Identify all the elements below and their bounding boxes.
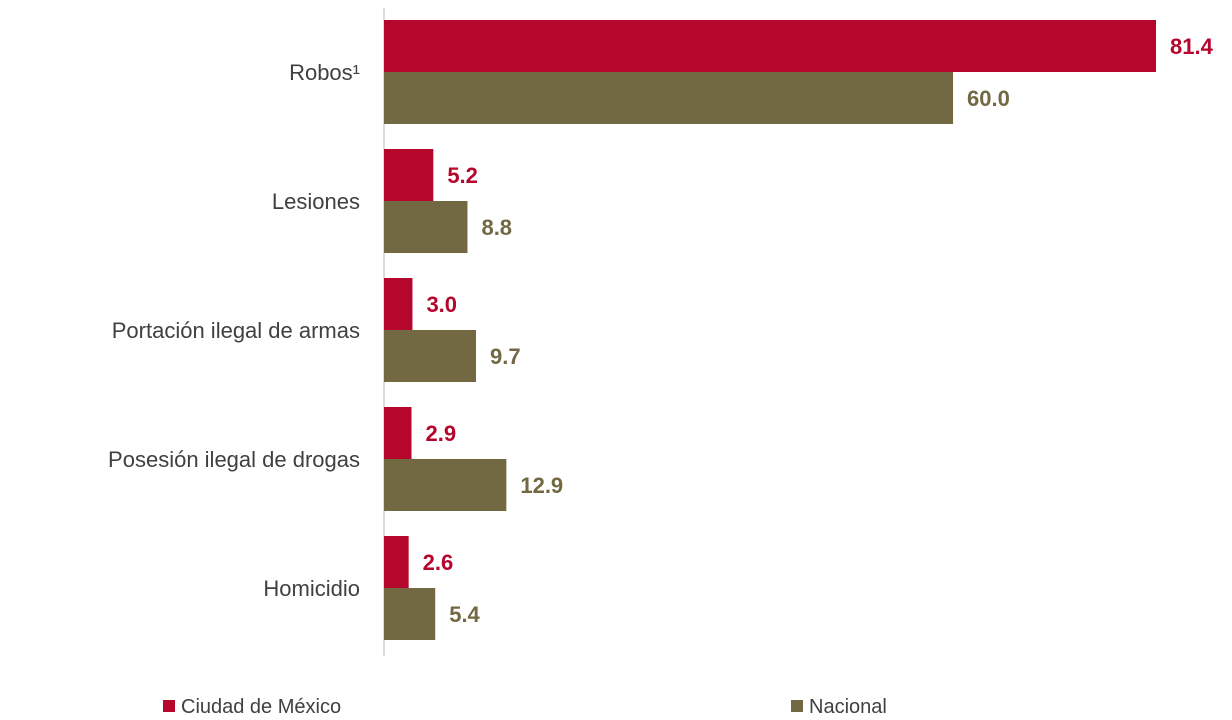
bar-homicidio-ciudad-de-mexico — [384, 536, 409, 588]
bar-homicidio-nacional — [384, 588, 436, 640]
bar-robos-nacional — [384, 72, 954, 124]
value-label-robos-ciudad-de-mexico: 81.4 — [1170, 34, 1214, 59]
value-label-posesion-ilegal-de-drogas-ciudad-de-mexico: 2.9 — [426, 421, 457, 446]
value-label-lesiones-ciudad-de-mexico: 5.2 — [447, 163, 478, 188]
bar-posesion-ilegal-de-drogas-nacional — [384, 459, 507, 511]
value-label-robos-nacional: 60.0 — [967, 86, 1010, 111]
category-labels-group: Robos¹ Lesiones Portación ilegal de armas P… — [108, 60, 360, 601]
legend: Ciudad de México Nacional — [163, 696, 887, 718]
value-label-portacion-ilegal-de-armas-nacional: 9.7 — [490, 344, 521, 369]
value-label-posesion-ilegal-de-drogas-nacional: 12.9 — [520, 473, 563, 498]
value-labels-group: 81.4 60.0 5.2 8.8 3.0 9.7 2.9 12.9 2.6 5.4 — [423, 34, 1214, 627]
value-label-homicidio-nacional: 5.4 — [449, 602, 480, 627]
category-label-homicidio: Homicidio — [263, 576, 360, 601]
bars-group — [384, 20, 1156, 640]
value-label-portacion-ilegal-de-armas-ciudad-de-mexico: 3.0 — [426, 292, 457, 317]
value-label-lesiones-nacional: 8.8 — [481, 215, 512, 240]
bar-portacion-ilegal-de-armas-nacional — [384, 330, 476, 382]
category-label-portacion-ilegal-de-armas: Portación ilegal de armas — [112, 318, 360, 343]
legend-swatch-ciudad-de-mexico — [163, 700, 175, 712]
category-label-posesion-ilegal-de-drogas: Posesión ilegal de drogas — [108, 447, 360, 472]
bar-posesion-ilegal-de-drogas-ciudad-de-mexico — [384, 407, 412, 459]
value-label-homicidio-ciudad-de-mexico: 2.6 — [423, 550, 454, 575]
legend-swatch-nacional — [791, 700, 803, 712]
bar-lesiones-nacional — [384, 201, 468, 253]
bar-robos-ciudad-de-mexico — [384, 20, 1156, 72]
legend-label-nacional: Nacional — [809, 696, 887, 718]
bar-portacion-ilegal-de-armas-ciudad-de-mexico — [384, 278, 413, 330]
bar-lesiones-ciudad-de-mexico — [384, 149, 434, 201]
category-label-robos: Robos¹ — [289, 60, 360, 85]
category-label-lesiones: Lesiones — [272, 189, 360, 214]
legend-label-ciudad-de-mexico: Ciudad de México — [181, 696, 341, 718]
